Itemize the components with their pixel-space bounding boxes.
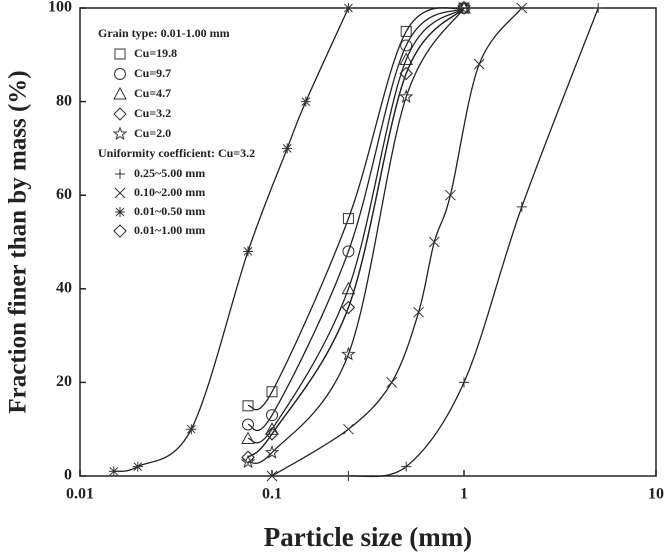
- marker: [516, 2, 528, 14]
- marker: [113, 86, 127, 100]
- marker: [243, 246, 254, 257]
- marker: [108, 466, 119, 477]
- marker: [342, 245, 355, 258]
- marker: [400, 39, 413, 52]
- legend-label: Cu=19.8: [134, 46, 177, 60]
- y-tick-label: 80: [56, 92, 72, 109]
- x-tick-label: 0.1: [262, 486, 282, 503]
- legend-label: 0.25~5.00 mm: [134, 166, 205, 180]
- marker: [114, 68, 126, 80]
- fit-curve: [247, 7, 465, 432]
- marker: [115, 207, 125, 217]
- marker: [413, 306, 424, 318]
- marker: [399, 66, 413, 81]
- legend-label: Cu=2.0: [134, 126, 171, 140]
- marker: [241, 431, 255, 445]
- marker: [242, 418, 255, 431]
- fit-curve: [247, 7, 465, 458]
- fit-curve: [271, 7, 523, 477]
- marker: [386, 377, 398, 388]
- y-tick-label: 40: [56, 279, 72, 296]
- marker: [516, 201, 527, 212]
- marker: [428, 236, 440, 248]
- marker: [457, 0, 471, 14]
- marker: [401, 461, 412, 472]
- marker: [241, 450, 255, 464]
- marker: [114, 187, 126, 199]
- x-tick-label: 1: [460, 486, 468, 503]
- x-axis-label: Particle size (mm): [264, 522, 472, 552]
- y-tick-label: 0: [64, 467, 72, 484]
- legend-label: 0.01~0.50 mm: [134, 204, 205, 218]
- marker: [343, 471, 354, 481]
- legend-label: Cu=4.7: [134, 86, 171, 100]
- marker: [113, 107, 127, 121]
- marker: [132, 461, 143, 472]
- marker: [399, 52, 414, 65]
- marker: [473, 58, 485, 70]
- fit-curve: [247, 7, 465, 411]
- x-tick-label: 0.01: [66, 486, 94, 503]
- legend-title: Grain type: 0.01-1.00 mm: [98, 26, 230, 40]
- marker: [115, 169, 125, 179]
- marker: [265, 427, 279, 441]
- fit-curve: [348, 7, 599, 478]
- x-tick-label: 10: [648, 486, 664, 503]
- marker: [341, 300, 356, 315]
- legend-label: 0.10~2.00 mm: [134, 185, 205, 199]
- marker: [593, 3, 604, 13]
- legend-label: 0.01~1.00 mm: [134, 223, 205, 237]
- marker: [114, 48, 126, 60]
- y-tick-label: 60: [56, 186, 72, 203]
- marker: [343, 3, 354, 13]
- marker: [266, 470, 278, 482]
- marker: [240, 454, 256, 469]
- marker: [400, 25, 412, 37]
- marker: [242, 400, 254, 412]
- marker: [445, 189, 456, 201]
- legend-label: Cu=9.7: [134, 66, 171, 80]
- y-tick-label: 20: [56, 373, 72, 390]
- marker: [341, 281, 356, 295]
- y-axis-label: Fraction finer than by mass (%): [5, 70, 32, 413]
- marker: [186, 424, 197, 435]
- marker: [342, 213, 354, 225]
- marker: [264, 444, 280, 459]
- marker: [459, 377, 469, 388]
- marker: [266, 386, 278, 398]
- marker: [343, 423, 354, 435]
- marker: [300, 96, 311, 107]
- marker: [398, 89, 414, 104]
- y-tick-label: 100: [48, 0, 72, 16]
- fit-curve: [247, 7, 465, 465]
- marker: [266, 409, 278, 422]
- marker: [113, 224, 127, 238]
- marker: [341, 346, 356, 361]
- fit-curve: [247, 7, 465, 444]
- marker: [282, 143, 293, 154]
- legend-label: Cu=3.2: [134, 106, 171, 120]
- marker: [457, 1, 471, 15]
- marker: [112, 126, 128, 141]
- fit-curve: [247, 7, 465, 458]
- legend-title: Uniformity coefficient: Cu=3.2: [98, 146, 255, 160]
